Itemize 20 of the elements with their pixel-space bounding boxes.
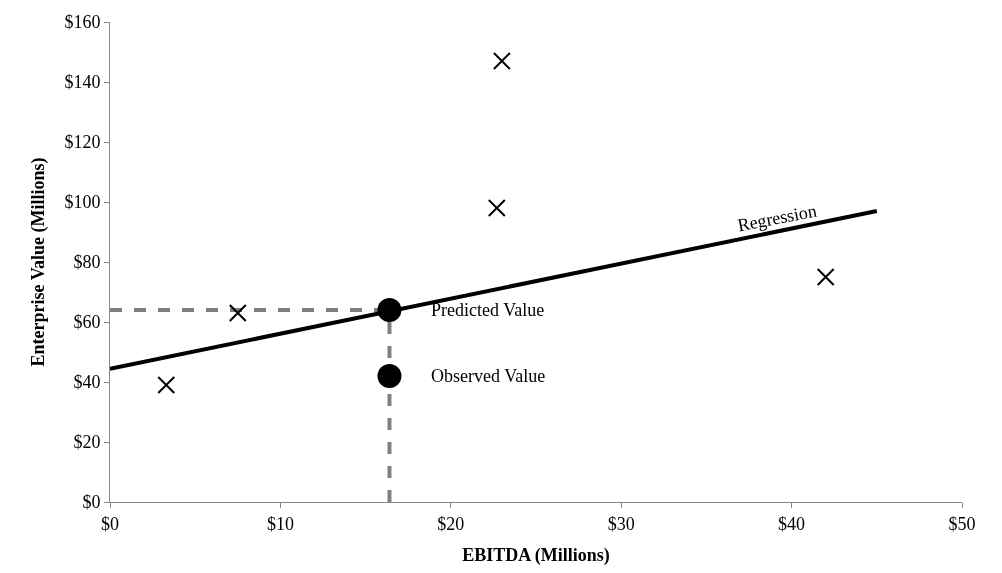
- x-tick-label: $40: [778, 513, 806, 534]
- annotation: Observed Value: [431, 366, 546, 386]
- annotation: Predicted Value: [431, 300, 545, 320]
- y-tick-label: $120: [64, 132, 101, 153]
- y-tick-label: $20: [73, 432, 101, 453]
- x-tick-label: $50: [948, 513, 976, 534]
- y-tick-label: $40: [73, 372, 101, 393]
- y-tick-label: $100: [64, 192, 101, 213]
- y-tick-label: $60: [73, 312, 101, 333]
- y-tick-label: $140: [64, 72, 101, 93]
- y-tick-label: $0: [82, 492, 101, 513]
- x-tick-label: $10: [266, 513, 294, 534]
- x-tick-label: $20: [437, 513, 465, 534]
- y-axis-title: Enterprise Value (Millions): [27, 157, 49, 367]
- annotation: Regression: [735, 200, 819, 236]
- y-tick-label: $80: [73, 252, 101, 273]
- x-tick-label: $0: [101, 513, 119, 534]
- y-tick-label: $160: [64, 12, 101, 33]
- x-axis-title: EBITDA (Millions): [462, 544, 610, 566]
- x-tick-label: $30: [607, 513, 635, 534]
